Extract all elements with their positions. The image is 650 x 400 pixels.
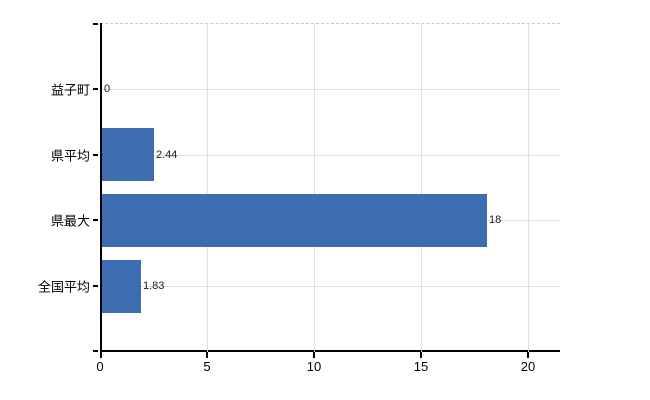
y-axis-tick <box>93 23 98 25</box>
x-axis-tick <box>100 352 102 358</box>
y-axis-category-label: 県平均 <box>50 148 90 164</box>
bar-value-label: 1.83 <box>143 280 165 292</box>
x-axis-tick-label: 10 <box>306 359 322 374</box>
gridline-horizontal <box>102 89 560 90</box>
bar <box>102 194 487 247</box>
bar-value-label: 2.44 <box>156 149 178 161</box>
y-axis-tick <box>93 285 98 287</box>
bar-value-label: 0 <box>104 83 111 95</box>
bar <box>102 260 141 313</box>
x-axis-tick-label: 20 <box>520 359 536 374</box>
bar-value-label: 18 <box>489 214 502 226</box>
y-axis-tick <box>93 219 98 221</box>
gridline-vertical <box>313 23 315 352</box>
x-axis-tick-label: 15 <box>413 359 429 374</box>
y-axis-category-label: 県最大 <box>50 213 90 229</box>
x-axis-tick <box>206 352 208 358</box>
y-axis-category-label: 全国平均 <box>37 279 90 295</box>
x-axis-tick <box>527 352 529 358</box>
y-axis-line <box>100 23 102 352</box>
bar <box>102 128 154 181</box>
y-axis-category-label: 益子町 <box>50 82 90 98</box>
y-axis-category-labels: 益子町県平均県最大全国平均 <box>0 23 90 352</box>
gridline-vertical <box>206 23 208 352</box>
y-axis-tick <box>93 88 98 90</box>
x-axis-tick-label: 5 <box>203 359 211 374</box>
gridline-vertical <box>420 23 422 352</box>
y-axis-tick <box>93 154 98 156</box>
x-axis-tick <box>420 352 422 358</box>
gridline-vertical <box>527 23 529 352</box>
plot-area: 0 2.44 18 1.83 0 5 10 15 20 <box>93 23 560 374</box>
x-axis-line <box>100 350 560 352</box>
gridline-horizontal <box>102 286 560 287</box>
x-axis-tick-label: 0 <box>96 359 104 374</box>
x-axis-tick <box>313 352 315 358</box>
plot-top-border <box>100 23 560 24</box>
y-axis-tick <box>93 350 98 352</box>
gridline-horizontal <box>102 155 560 156</box>
